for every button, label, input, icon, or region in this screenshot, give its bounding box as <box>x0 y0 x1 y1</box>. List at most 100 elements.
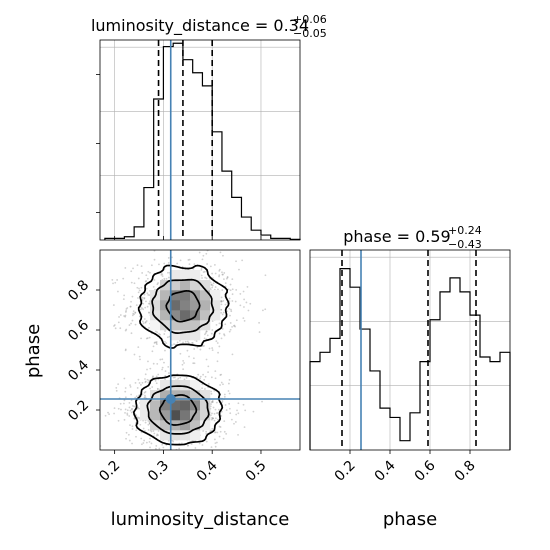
joint-sample-1807 <box>143 439 146 442</box>
joint-cell-7 <box>150 310 161 321</box>
joint-cell-29 <box>170 310 181 321</box>
joint-sample-509 <box>144 306 147 309</box>
joint-sample-896 <box>243 298 246 301</box>
phase-hist-panel: 0.2 0.4 0.6 0.8 phase = 0.59 +0.24 −0.43 ph… <box>309 224 511 530</box>
joint-sample-42 <box>145 280 148 282</box>
joint-sample-248 <box>122 277 125 280</box>
joint-sample-625 <box>229 328 232 331</box>
joint-sample-1340 <box>218 408 220 411</box>
joint-sample-193 <box>159 333 162 336</box>
joint-cell-3 <box>150 410 161 421</box>
joint-sample-365 <box>214 286 217 288</box>
phase-hist-bar-1 <box>320 352 330 450</box>
joint-sample-1075 <box>219 426 222 428</box>
joint-sample-857 <box>130 281 133 284</box>
phase-hist-bar-17 <box>480 357 490 450</box>
joint-sample-655 <box>130 270 133 273</box>
joint-sample-1863 <box>201 383 204 386</box>
joint-sample-1351 <box>237 433 239 436</box>
joint-sample-439 <box>222 254 224 257</box>
joint-cell-58 <box>190 280 201 291</box>
joint-cell-42 <box>180 310 191 321</box>
joint-sample-1403 <box>166 455 168 457</box>
joint-sample-1481 <box>209 405 212 408</box>
joint-cell-26 <box>170 380 181 391</box>
joint-sample-1745 <box>141 393 144 396</box>
joint-sample-1591 <box>147 461 149 463</box>
joint-sample-575 <box>210 332 213 335</box>
x-axis-label-phase: phase <box>383 509 437 530</box>
joint-sample-535 <box>155 343 158 346</box>
joint-sample-1714 <box>198 442 201 445</box>
joint-sample-882 <box>129 305 132 308</box>
joint-sample-836 <box>196 346 199 349</box>
joint-sample-1411 <box>209 414 212 417</box>
joint-cell-32 <box>170 280 181 291</box>
joint-sample-1727 <box>243 426 246 429</box>
joint-sample-1309 <box>155 445 158 447</box>
joint-sample-30 <box>212 282 215 285</box>
joint-sample-1783 <box>124 390 127 393</box>
joint-sample-258 <box>219 251 222 254</box>
joint-sample-1296 <box>198 461 200 463</box>
joint-cell-65 <box>200 310 211 321</box>
joint-sample-217 <box>229 314 231 317</box>
joint-sample-1780 <box>214 431 216 434</box>
ld-hist-title-sub: −0.05 <box>293 27 327 40</box>
joint-sample-1752 <box>211 427 214 430</box>
joint-sample-980 <box>104 414 107 417</box>
joint-sample-1517 <box>135 429 138 432</box>
joint-sample-187 <box>140 337 142 340</box>
joint-sample-1153 <box>135 435 137 438</box>
joint-sample-973 <box>108 413 110 416</box>
joint-sample-1593 <box>150 442 153 445</box>
joint-sample-181 <box>161 275 164 278</box>
joint-cell-44 <box>180 290 191 301</box>
joint-sample-957 <box>183 378 186 381</box>
joint-sample-1180 <box>161 366 164 369</box>
joint-cell-41 <box>180 320 191 331</box>
joint-sample-1574 <box>228 407 231 410</box>
joint-sample-1802 <box>199 377 202 380</box>
joint-sample-632 <box>176 341 179 344</box>
joint-sample-4 <box>218 275 220 278</box>
joint-sample-1175 <box>213 389 216 392</box>
joint-sample-845 <box>207 365 210 368</box>
joint-sample-1467 <box>242 403 245 406</box>
joint-sample-671 <box>209 265 212 268</box>
joint-sample-1527 <box>228 402 231 405</box>
joint-sample-1430 <box>215 412 218 415</box>
ld-hist-bar-13 <box>232 197 242 240</box>
joint-sample-388 <box>134 311 137 314</box>
joint-sample-216 <box>141 299 144 302</box>
ld-hist-title: luminosity_distance = 0.34 <box>91 16 309 36</box>
joint-sample-802 <box>243 306 245 308</box>
joint-sample-1236 <box>130 411 133 414</box>
joint-sample-912 <box>158 452 160 454</box>
joint-sample-849 <box>182 341 184 344</box>
phase-hist-bar-2 <box>330 338 340 450</box>
joint-sample-345 <box>137 291 140 294</box>
joint-sample-510 <box>182 368 185 371</box>
joint-sample-428 <box>125 310 127 312</box>
joint-sample-1418 <box>223 395 226 398</box>
joint-sample-192 <box>226 276 229 278</box>
joint-sample-1018 <box>124 387 127 389</box>
joint-sample-574 <box>220 300 223 303</box>
joint-sample-115 <box>245 301 248 304</box>
joint-sample-1196 <box>184 454 186 456</box>
joint-sample-159 <box>220 308 223 311</box>
joint-sample-1127 <box>207 383 210 385</box>
joint-sample-404 <box>154 330 157 333</box>
phase-hist-bar-8 <box>390 417 400 450</box>
joint-sample-389 <box>215 340 218 343</box>
joint-sample-1090 <box>211 400 214 402</box>
joint-cell-31 <box>170 290 181 301</box>
joint-sample-702 <box>220 308 223 311</box>
joint-sample-357 <box>141 272 144 274</box>
joint-sample-1722 <box>147 360 149 363</box>
joint-sample-398 <box>200 274 203 277</box>
joint-sample-1640 <box>193 457 195 459</box>
joint-sample-468 <box>164 330 166 332</box>
joint-sample-1237 <box>129 384 132 387</box>
